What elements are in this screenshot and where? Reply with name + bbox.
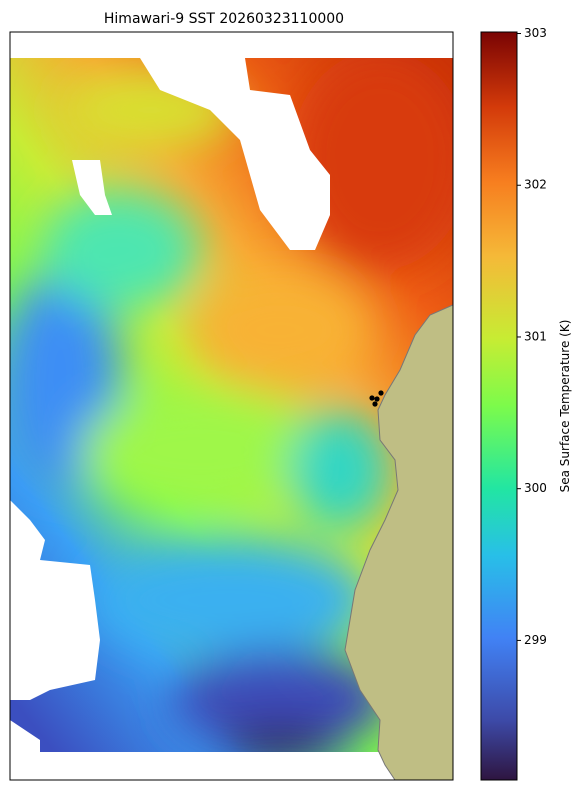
colorbar-tick-label: 300	[524, 481, 547, 495]
colorbar-tick-label: 302	[524, 178, 547, 192]
map	[10, 32, 453, 780]
colorbar-label: Sea Surface Temperature (K)	[558, 320, 572, 493]
cloud-mask	[10, 32, 453, 780]
sst-features	[10, 50, 453, 763]
stations	[369, 390, 384, 407]
colorbar-tick-label: 301	[524, 329, 547, 343]
colorbar	[480, 31, 518, 781]
colorbar-tick-label: 303	[524, 26, 547, 40]
colorbar-tick-label: 299	[524, 633, 547, 647]
map-frame	[9, 31, 454, 781]
title: Himawari-9 SST 20260323110000	[104, 11, 344, 27]
land	[344, 304, 453, 780]
